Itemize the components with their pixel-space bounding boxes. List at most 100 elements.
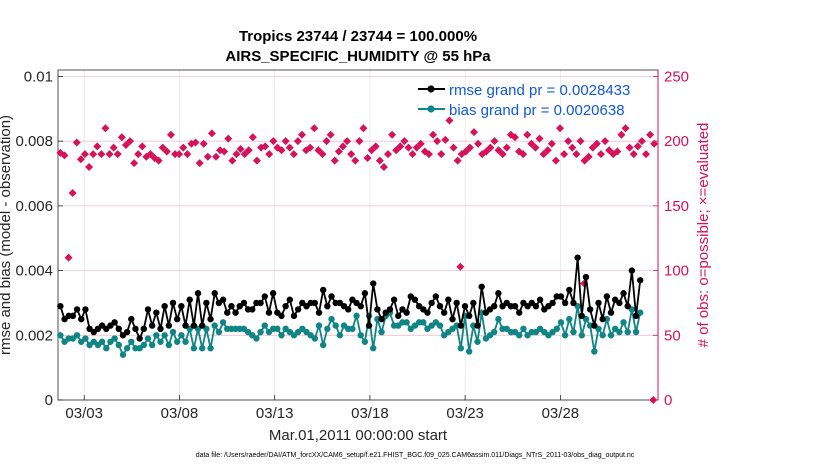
legend-rmse-marker	[427, 85, 435, 93]
obs-marker	[510, 133, 519, 142]
obs-marker	[175, 150, 184, 159]
bias-point	[253, 335, 260, 342]
obs-marker	[322, 137, 331, 146]
obs-marker	[502, 143, 511, 152]
rmse-point	[574, 254, 581, 261]
rmse-point	[432, 293, 440, 300]
rmse-point	[224, 309, 231, 316]
bias-point	[357, 332, 364, 339]
bias-point	[491, 328, 498, 336]
obs-marker	[556, 124, 564, 133]
obs-marker	[109, 143, 118, 152]
y2-tick-label: 50	[664, 327, 681, 344]
obs-marker	[355, 137, 364, 146]
obs-marker	[113, 150, 122, 159]
obs-marker	[470, 128, 478, 137]
rmse-point	[474, 322, 481, 329]
x-tick-label: 03/08	[161, 405, 199, 422]
rmse-point	[69, 312, 77, 320]
rmse-point	[78, 315, 85, 323]
bias-point	[349, 325, 356, 333]
bias-point	[82, 335, 89, 342]
rmse-point	[315, 309, 323, 316]
bias-point	[73, 332, 81, 339]
bias-point	[561, 332, 569, 339]
rmse-point	[370, 280, 377, 287]
obs-marker	[68, 188, 77, 197]
obs-marker	[326, 130, 335, 139]
obs-marker	[179, 143, 188, 152]
obs-marker-extra	[649, 396, 658, 404]
series-rmse	[57, 254, 644, 342]
bias-point	[153, 332, 160, 339]
obs-marker	[138, 142, 147, 151]
y-tick-label: 0.01	[24, 68, 53, 85]
rmse-point	[620, 290, 627, 297]
rmse-point	[165, 322, 173, 329]
obs-marker	[285, 143, 294, 152]
rmse-point	[82, 306, 89, 313]
obs-marker	[207, 129, 216, 138]
bias-point	[207, 345, 214, 352]
x-ticks: 03/03 03/08 03/13 03/18 03/23 03/28	[65, 395, 579, 422]
rmse-point	[557, 293, 565, 300]
rmse-point	[403, 309, 410, 316]
rmse-point	[257, 299, 264, 307]
bias-point	[144, 335, 152, 342]
obs-marker	[424, 150, 433, 159]
obs-marker	[93, 142, 102, 151]
rmse-point	[157, 325, 164, 333]
bias-point	[591, 348, 598, 355]
rmse-point	[328, 293, 335, 300]
rmse-point	[561, 299, 569, 307]
obs-marker	[445, 116, 454, 125]
rmse-point	[219, 296, 227, 303]
obs-marker	[244, 146, 253, 155]
obs-marker	[625, 143, 634, 152]
rmse-point	[374, 306, 381, 313]
chart-title-line2: AIRS_SPECIFIC_HUMIDITY @ 55 hPa	[225, 48, 491, 65]
rmse-point	[390, 296, 398, 303]
bias-point	[336, 332, 344, 339]
obs-marker	[203, 152, 212, 161]
obs-marker	[351, 156, 360, 165]
rmse-point	[424, 309, 431, 316]
obs-marker	[171, 150, 180, 159]
bias-point	[278, 332, 285, 339]
y-tick-label: 0.002	[15, 327, 53, 344]
obs-marker	[486, 143, 495, 152]
legend-rmse-label: rmse grand pr = 0.0028433	[449, 82, 630, 99]
rmse-point	[624, 302, 631, 310]
obs-marker	[60, 151, 69, 160]
obs-marker	[433, 137, 442, 146]
rmse-point	[536, 296, 544, 303]
obs-marker	[633, 142, 642, 151]
obs-marker	[621, 124, 630, 133]
obs-marker	[613, 147, 622, 156]
rmse-point	[73, 306, 81, 313]
obs-marker	[195, 159, 204, 168]
rmse-point	[378, 315, 385, 323]
rmse-point	[207, 315, 214, 323]
bias-point	[553, 325, 560, 333]
rmse-point	[278, 312, 285, 320]
obs-marker	[126, 137, 134, 146]
bias-point	[353, 312, 360, 320]
rmse-point	[616, 299, 623, 307]
rmse-point	[203, 299, 210, 307]
rmse-point	[607, 309, 615, 316]
rmse-point	[491, 302, 498, 310]
footnote-data-file: data file: /Users/raeder/DAI/ATM_forcXX/…	[196, 452, 635, 459]
rmse-point	[249, 306, 256, 313]
rmse-point	[286, 296, 294, 303]
bias-point	[474, 338, 481, 345]
rmse-point	[324, 302, 331, 310]
obs-marker	[97, 150, 106, 159]
bias-point	[315, 322, 323, 329]
rmse-point	[190, 322, 198, 329]
x-tick-label: 03/03	[65, 405, 103, 422]
obs-marker	[523, 130, 532, 139]
obs-marker	[531, 143, 540, 152]
bias-point	[140, 341, 148, 349]
rmse-point	[566, 286, 573, 294]
